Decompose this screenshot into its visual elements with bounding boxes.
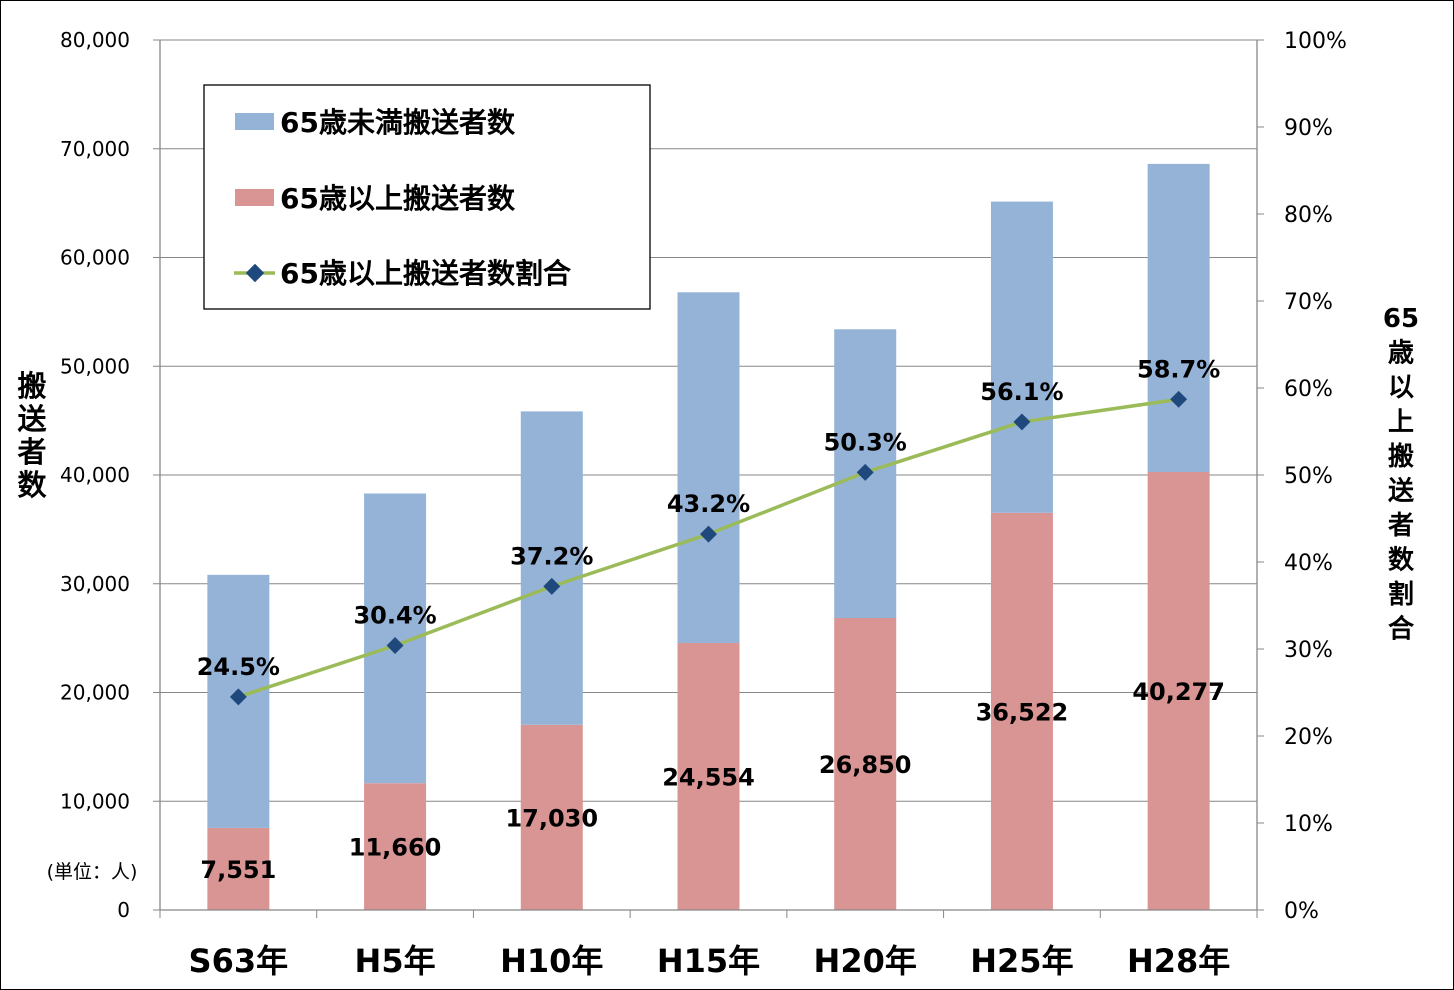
bar-65-plus <box>520 724 583 910</box>
y-axis-right-title-char: 以 <box>1388 373 1414 403</box>
y-axis-title-char: 搬 <box>17 369 46 403</box>
bar-value-label: 17,030 <box>505 804 598 832</box>
y-axis-right-title-char: 歳 <box>1388 339 1414 369</box>
y-right-tick-label: 40% <box>1284 551 1333 576</box>
bar-value-label: 40,277 <box>1132 678 1225 706</box>
y-right-tick-label: 30% <box>1284 638 1333 663</box>
x-tick-label: H10年 <box>500 942 603 980</box>
y-right-tick-label: 80% <box>1284 203 1333 228</box>
y-axis-right-title-char: 65 <box>1383 304 1419 334</box>
y-tick-label: 50,000 <box>60 354 130 378</box>
bar-65-plus <box>834 618 897 910</box>
legend-label-65-plus: 65歳以上搬送者数 <box>280 182 516 215</box>
ratio-value-label: 50.3% <box>824 428 907 456</box>
y-axis-right-title-char: 上 <box>1388 408 1414 438</box>
ratio-value-label: 56.1% <box>980 378 1063 406</box>
y-right-tick-label: 70% <box>1284 290 1333 315</box>
bar-65-plus <box>677 642 740 910</box>
y-right-tick-label: 90% <box>1284 116 1333 141</box>
bar-65-plus <box>990 512 1053 910</box>
y-axis-right-title-char: 合 <box>1388 614 1415 645</box>
legend: 65歳未満搬送者数 65歳以上搬送者数 65歳以上搬送者数割合 <box>203 84 651 310</box>
ratio-marker <box>229 688 247 706</box>
y-tick-label: 70,000 <box>60 137 130 161</box>
ratio-value-label: 24.5% <box>197 653 280 681</box>
ratio-value-label: 37.2% <box>510 542 593 570</box>
ratio-value-label: 43.2% <box>667 490 750 518</box>
y-tick-label: 0 <box>117 898 130 922</box>
x-tick-label: H20年 <box>814 942 917 980</box>
x-tick-label: H25年 <box>970 942 1073 980</box>
y-right-tick-label: 60% <box>1284 377 1333 402</box>
y-axis-right-title-char: 割 <box>1388 579 1414 610</box>
x-tick-label: S63年 <box>189 942 289 980</box>
axes: 0 10,000 20,000 30,000 40,000 50,000 60,000 70,… <box>60 28 1347 980</box>
y-axis-right-title-char: 数 <box>1388 546 1415 576</box>
y-tick-label: 10,000 <box>60 789 130 813</box>
y-axis-title-char: 送 <box>17 402 46 436</box>
bar-65-plus <box>1147 471 1210 910</box>
bar-value-label: 24,554 <box>662 763 755 791</box>
y-right-tick-label: 100% <box>1284 29 1347 54</box>
bar-under-65 <box>520 411 583 725</box>
bar-value-label: 36,522 <box>976 698 1069 726</box>
bar-under-65 <box>677 292 740 643</box>
x-tick-label: H5年 <box>355 942 436 980</box>
legend-swatch-under-65 <box>235 113 274 130</box>
ratio-line <box>229 390 1188 706</box>
legend-label-ratio: 65歳以上搬送者数割合 <box>280 257 572 290</box>
y-tick-label: 80,000 <box>60 28 130 52</box>
y-right-tick-label: 20% <box>1284 725 1333 750</box>
y-tick-label: 40,000 <box>60 463 130 487</box>
bar-65-plus <box>364 783 427 910</box>
ratio-value-label: 30.4% <box>353 602 436 630</box>
y-axis-title-char: 数 <box>17 468 47 502</box>
y-axis-right-title-char: 搬 <box>1388 441 1414 472</box>
ratio-marker <box>386 637 404 655</box>
ratio-marker <box>700 525 717 543</box>
legend-box <box>203 84 651 310</box>
y-tick-label: 30,000 <box>60 572 130 596</box>
unit-note: (単位：人) <box>47 861 138 883</box>
x-tick-label: H15年 <box>657 942 760 980</box>
bar-value-label: 7,551 <box>200 856 276 884</box>
ratio-value-label: 58.7% <box>1137 355 1220 383</box>
bar-value-label: 26,850 <box>819 751 912 779</box>
bar-under-65 <box>990 201 1053 513</box>
bar-65-plus <box>207 827 270 910</box>
y-tick-label: 60,000 <box>60 246 130 270</box>
y-axis-title-right: 65 歳以上搬送者数割合 <box>1383 304 1419 645</box>
bar-under-65 <box>1147 163 1210 472</box>
ratio-marker <box>856 463 874 481</box>
x-tick-label: H28年 <box>1127 942 1230 980</box>
y-axis-right-title-char: 送 <box>1388 477 1414 507</box>
y-axis-title-char: 者 <box>17 435 46 469</box>
y-right-tick-label: 10% <box>1284 812 1333 837</box>
y-right-tick-label: 50% <box>1284 464 1333 489</box>
y-right-tick-label: 0% <box>1284 899 1319 924</box>
data-labels: 7,551 11,660 17,030 24,554 26,850 36,522 40,27… <box>197 355 1225 884</box>
bar-value-label: 11,660 <box>349 834 442 862</box>
y-axis-right-title-char: 者 <box>1388 511 1414 541</box>
ratio-marker <box>543 577 561 595</box>
legend-label-under-65: 65歳未満搬送者数 <box>280 106 516 139</box>
y-tick-label: 20,000 <box>60 681 130 705</box>
legend-swatch-65-plus <box>235 189 274 206</box>
y-axis-title-left: 搬送者数 <box>17 369 47 502</box>
legend-marker-ratio <box>245 263 265 283</box>
